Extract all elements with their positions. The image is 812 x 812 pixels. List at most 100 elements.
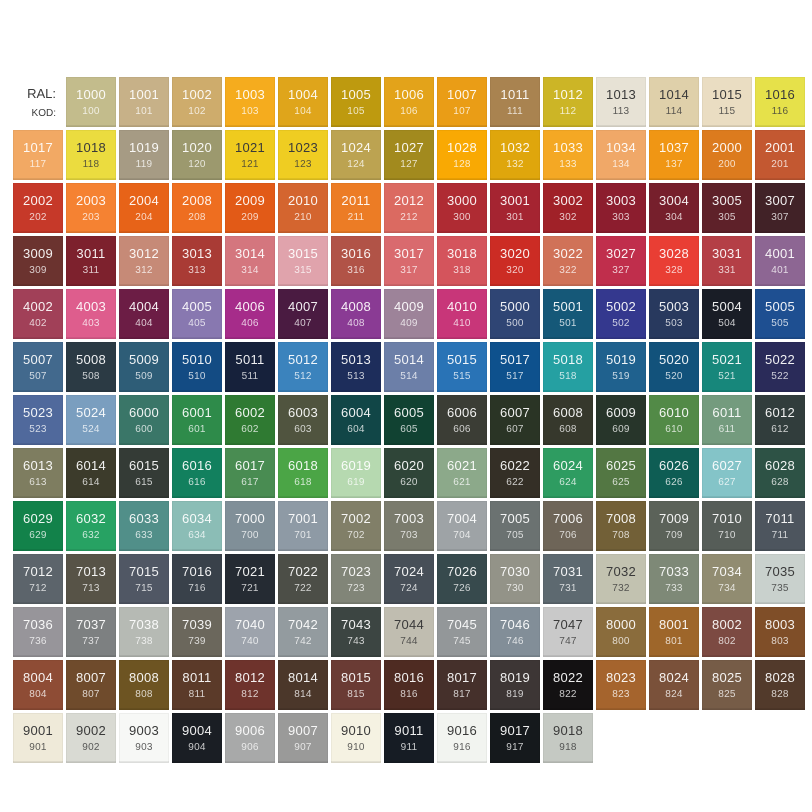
kod-number: 917	[506, 741, 524, 753]
ral-number: 6032	[75, 510, 107, 526]
kod-number: 133	[559, 158, 577, 170]
kod-number: 737	[82, 635, 100, 647]
ral-number: 4003	[75, 298, 107, 314]
kod-number: 514	[400, 370, 418, 382]
ral-number: 1014	[658, 86, 690, 102]
color-swatch-ral-1011: 1011 111	[490, 77, 540, 127]
ral-number: 8022	[552, 669, 584, 685]
kod-number: 307	[771, 211, 789, 223]
color-swatch-ral-1003: 1003 103	[225, 77, 275, 127]
kod-number: 513	[347, 370, 365, 382]
kod-number: 614	[82, 476, 100, 488]
color-swatch-grid: RAL: KOD: 1000 100 1001 101 1002 102 1003 103 1004…	[13, 77, 805, 763]
color-swatch-ral-9007: 9007 907	[278, 713, 328, 763]
ral-number: 5007	[22, 351, 54, 367]
kod-number: 521	[718, 370, 736, 382]
color-swatch-ral-4007: 4007 407	[278, 289, 328, 339]
ral-number: 4001	[764, 245, 796, 261]
ral-number: 7009	[658, 510, 690, 526]
color-swatch-ral-5007: 5007 507	[13, 342, 63, 392]
kod-number: 802	[718, 635, 736, 647]
color-swatch-ral-7015: 7015 715	[119, 554, 169, 604]
color-swatch-ral-6014: 6014 614	[66, 448, 116, 498]
kod-number: 713	[82, 582, 100, 594]
ral-number: 3001	[499, 192, 531, 208]
ral-number: 1023	[287, 139, 319, 155]
kod-number: 107	[453, 105, 471, 117]
ral-number: 7012	[22, 563, 54, 579]
color-swatch-ral-7045: 7045 745	[437, 607, 487, 657]
ral-number: 1006	[393, 86, 425, 102]
kod-number: 700	[241, 529, 259, 541]
color-swatch-ral-8002: 8002 802	[702, 607, 752, 657]
kod-number: 911	[400, 741, 418, 753]
color-swatch-ral-5010: 5010 510	[172, 342, 222, 392]
ral-number: 3004	[658, 192, 690, 208]
kod-number: 608	[559, 423, 577, 435]
color-swatch-ral-5004: 5004 504	[702, 289, 752, 339]
color-swatch-ral-7046: 7046 746	[490, 607, 540, 657]
color-swatch-ral-7026: 7026 726	[437, 554, 487, 604]
kod-number: 524	[82, 423, 100, 435]
color-swatch-ral-6001: 6001 601	[172, 395, 222, 445]
ral-number: 1001	[128, 86, 160, 102]
kod-number: 100	[82, 105, 100, 117]
ral-number: 1037	[658, 139, 690, 155]
color-swatch-ral-8011: 8011 811	[172, 660, 222, 710]
color-swatch-ral-8028: 8028 828	[755, 660, 805, 710]
color-swatch-ral-4008: 4008 408	[331, 289, 381, 339]
color-swatch-ral-7021: 7021 721	[225, 554, 275, 604]
ral-number: 7024	[393, 563, 425, 579]
kod-number: 134	[612, 158, 630, 170]
ral-number: 6024	[552, 457, 584, 473]
kod-number: 507	[29, 370, 47, 382]
kod-number: 401	[771, 264, 789, 276]
kod-number: 812	[241, 688, 259, 700]
kod-number: 328	[665, 264, 683, 276]
color-swatch-ral-6016: 6016 616	[172, 448, 222, 498]
ral-number: 1019	[128, 139, 160, 155]
color-swatch-ral-6002: 6002 602	[225, 395, 275, 445]
kod-number: 726	[453, 582, 471, 594]
color-swatch-ral-6033: 6033 633	[119, 501, 169, 551]
ral-number: 1003	[234, 86, 266, 102]
ral-number: 1033	[552, 139, 584, 155]
ral-number: 7005	[499, 510, 531, 526]
kod-number: 612	[771, 423, 789, 435]
ral-number: 8004	[22, 669, 54, 685]
ral-number: 4006	[234, 298, 266, 314]
color-swatch-ral-1015: 1015 115	[702, 77, 752, 127]
kod-number: 515	[453, 370, 471, 382]
ral-number: 5009	[128, 351, 160, 367]
ral-number: 2003	[75, 192, 107, 208]
ral-number: 1011	[500, 86, 530, 102]
kod-number: 101	[135, 105, 153, 117]
kod-number: 519	[612, 370, 630, 382]
kod-number: 747	[559, 635, 577, 647]
kod-number: 621	[453, 476, 471, 488]
color-swatch-ral-7044: 7044 744	[384, 607, 434, 657]
kod-number: 711	[771, 529, 789, 541]
kod-number: 615	[135, 476, 153, 488]
ral-number: 9011	[394, 722, 424, 738]
kod-number: 327	[612, 264, 630, 276]
ral-number: 8008	[128, 669, 160, 685]
color-swatch-ral-9017: 9017 917	[490, 713, 540, 763]
kod-number: 313	[188, 264, 206, 276]
kod-number: 137	[665, 158, 683, 170]
color-swatch-ral-8025: 8025 825	[702, 660, 752, 710]
color-swatch-ral-7002: 7002 702	[331, 501, 381, 551]
kod-number: 404	[135, 317, 153, 329]
ral-number: 9017	[499, 722, 531, 738]
kod-number: 716	[188, 582, 206, 594]
kod-number: 705	[506, 529, 524, 541]
kod-number: 508	[82, 370, 100, 382]
ral-number: 6006	[446, 404, 478, 420]
color-swatch-ral-9001: 9001 901	[13, 713, 63, 763]
color-swatch-ral-6009: 6009 609	[596, 395, 646, 445]
kod-number: 603	[294, 423, 312, 435]
color-swatch-ral-9002: 9002 902	[66, 713, 116, 763]
kod-number: 407	[294, 317, 312, 329]
ral-number: 5005	[764, 298, 796, 314]
